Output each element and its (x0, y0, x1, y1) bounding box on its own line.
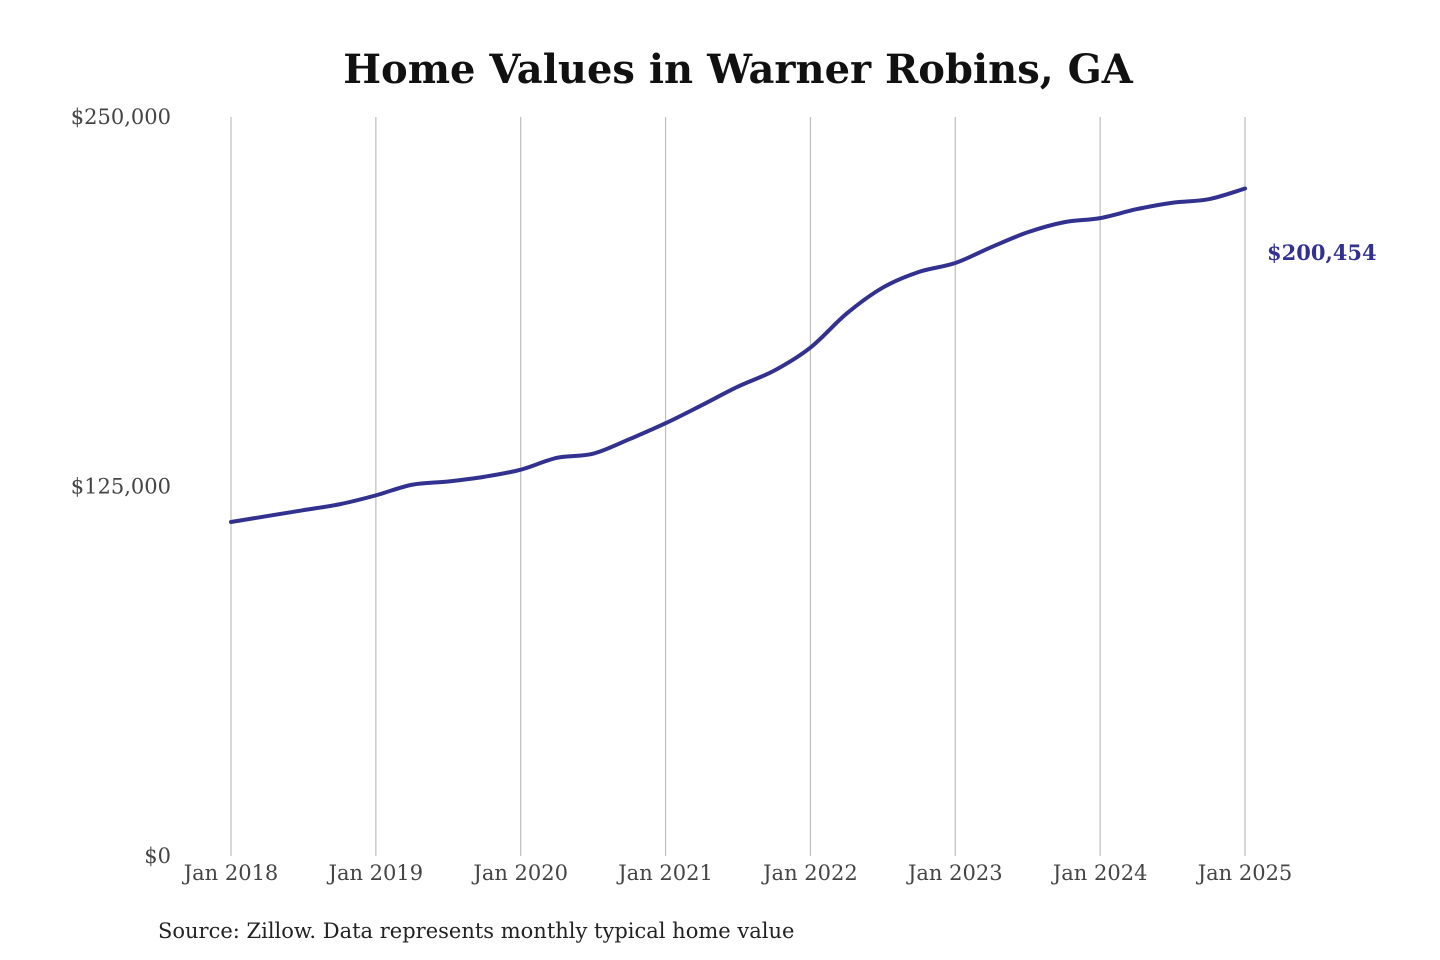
grid-layer (230, 117, 1246, 856)
y-tick-label: $125,000 (71, 475, 171, 499)
end-value-label: $200,454 (1267, 240, 1377, 265)
source-note: Source: Zillow. Data represents monthly … (158, 919, 794, 943)
x-tick-label: Jan 2020 (471, 861, 568, 885)
chart-title: Home Values in Warner Robins, GA (343, 46, 1133, 93)
x-tick-label: Jan 2021 (616, 861, 713, 885)
x-tick-label: Jan 2025 (1196, 861, 1293, 885)
y-tick-label: $0 (144, 844, 171, 868)
y-axis: $0 $125,000 $250,000 (71, 105, 171, 868)
y-tick-label: $250,000 (71, 105, 171, 129)
series-layer (229, 186, 1247, 524)
series-line-0 (229, 186, 1247, 524)
x-tick-label: Jan 2019 (327, 861, 424, 885)
x-axis: Jan 2018 Jan 2019 Jan 2020 Jan 2021 Jan 2022… (182, 861, 1293, 885)
x-tick-label: Jan 2024 (1051, 861, 1148, 885)
x-tick-label: Jan 2018 (182, 861, 279, 885)
x-tick-label: Jan 2022 (761, 861, 858, 885)
x-tick-label: Jan 2023 (906, 861, 1003, 885)
